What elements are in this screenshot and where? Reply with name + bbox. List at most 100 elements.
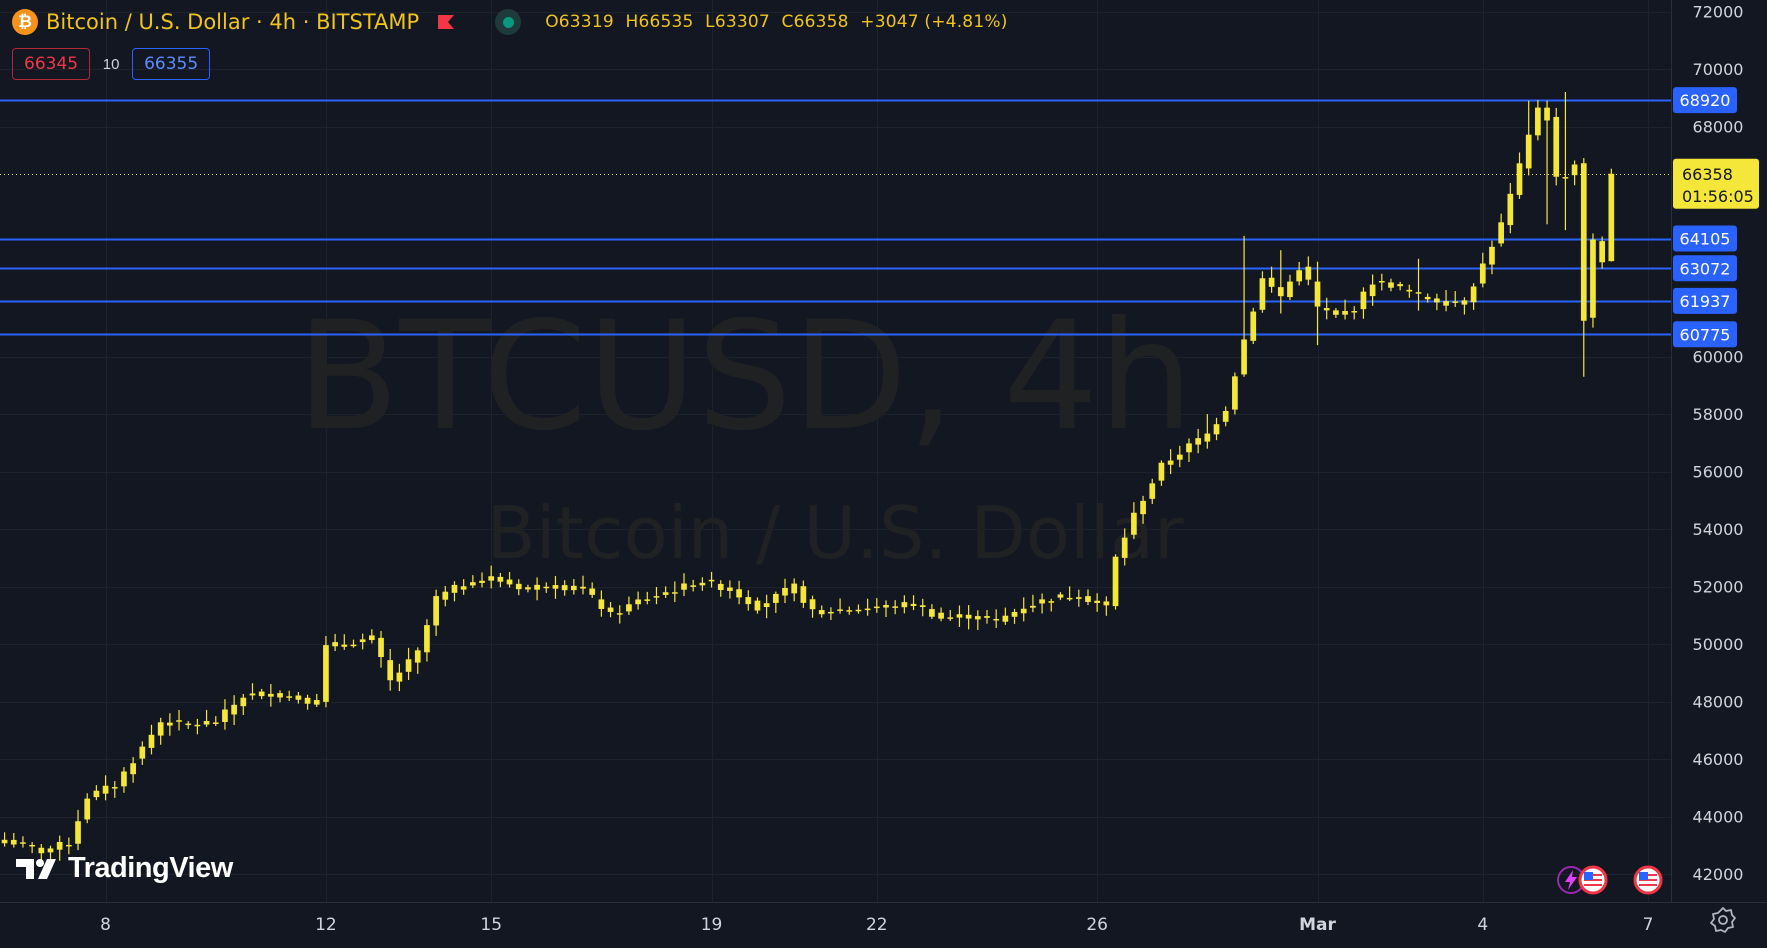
candle [185, 721, 192, 729]
candle-body [1333, 310, 1339, 315]
candle-body [984, 616, 990, 618]
price-tick-label: 60000 [1693, 348, 1744, 367]
candle-body [1204, 433, 1211, 442]
candle-body [791, 583, 798, 594]
candle-body [1066, 597, 1073, 600]
candle [29, 841, 35, 854]
candle [580, 575, 586, 595]
candle-body [525, 587, 531, 590]
candle-body [818, 610, 825, 615]
price-axis[interactable]: 42000 44000 46000 48000 50000 52000 54000 56000… [1693, 3, 1744, 885]
candle [295, 691, 302, 704]
candle-body [194, 724, 201, 727]
candle [1112, 554, 1119, 610]
candles [1, 92, 1615, 864]
candle [157, 717, 164, 745]
candle-body [1195, 438, 1202, 445]
candle-body [552, 585, 559, 589]
candle-body [699, 582, 706, 586]
ohlc-values: O63319 H66535 L63307 C66358 +3047 (+4.81… [545, 12, 1013, 32]
candle-body [901, 602, 908, 608]
candle [1131, 502, 1137, 540]
candle [1121, 528, 1128, 566]
candle [203, 709, 210, 727]
candle-body [846, 610, 853, 612]
candle-body [800, 586, 807, 603]
candle-body [102, 785, 109, 794]
candle [745, 590, 752, 611]
candle-body [1397, 284, 1403, 287]
flag-icon[interactable] [437, 14, 455, 30]
candle-body [93, 790, 100, 798]
candle [66, 837, 72, 855]
candle [1085, 589, 1091, 606]
settings-gear-icon[interactable] [1708, 905, 1738, 935]
line-price-tag: 68920 [1673, 87, 1737, 114]
candle [368, 629, 375, 644]
candle [1599, 236, 1605, 269]
candle-body [185, 723, 192, 726]
candle [130, 757, 136, 783]
candle-body [515, 583, 522, 590]
grid [0, 0, 1671, 903]
candle-body [1351, 311, 1358, 313]
candle-body [405, 659, 412, 672]
candle-body [488, 576, 495, 581]
tradingview-mark-icon [16, 858, 56, 879]
candle-body [837, 609, 843, 611]
candle [1167, 449, 1174, 475]
sell-button[interactable]: 66345 [12, 48, 91, 80]
price-tick-label: 44000 [1693, 808, 1744, 827]
us-economic-event-icon[interactable] [1633, 865, 1663, 895]
candle [708, 571, 715, 588]
candle-body [1287, 281, 1293, 298]
candle-body [543, 586, 550, 589]
candle [1507, 182, 1514, 234]
candle-body [938, 612, 944, 619]
us-economic-event-icon[interactable] [1578, 865, 1608, 895]
candle [919, 598, 926, 617]
tradingview-logo[interactable]: TradingView [16, 852, 233, 885]
candle-body [855, 609, 862, 612]
candle [543, 582, 550, 593]
candle [1388, 278, 1394, 292]
candle-body [910, 603, 917, 606]
candle-body [1158, 462, 1165, 481]
market-status-icon[interactable] [495, 9, 522, 35]
symbol-title[interactable]: Bitcoin / U.S. Dollar · 4h · BITSTAMP [46, 10, 420, 34]
candle-body [350, 644, 357, 647]
candle [1048, 598, 1055, 612]
candle-body [130, 763, 136, 775]
price-tick-label: 42000 [1693, 865, 1744, 884]
candle [1323, 297, 1330, 320]
candle [1590, 233, 1596, 328]
buy-button[interactable]: 66355 [132, 48, 211, 80]
time-axis[interactable]: 8 12 15 19 22 26 Mar 4 7 [100, 915, 1653, 935]
candle-body [1131, 512, 1137, 535]
candle-body [561, 585, 568, 591]
candle [828, 607, 834, 620]
candle [304, 694, 311, 710]
candle-body [828, 611, 834, 614]
ohlc-change: +3047 (+4.81%) [860, 12, 1008, 32]
candle [451, 581, 458, 602]
candle [20, 836, 26, 848]
candle [1066, 586, 1073, 602]
candle-body [570, 585, 577, 591]
candle [488, 565, 495, 589]
candle-body [29, 844, 35, 847]
candle-body [1030, 605, 1036, 608]
candle-body [20, 842, 26, 844]
candle [1277, 250, 1284, 314]
candle [561, 580, 568, 596]
candle-body [212, 722, 219, 724]
candle-body [1571, 164, 1578, 176]
candle [1544, 100, 1550, 225]
candle-body [626, 604, 632, 612]
horizontal-lines[interactable] [0, 99, 1671, 336]
line-price-tag-label: 61937 [1680, 292, 1731, 311]
candle [497, 572, 504, 588]
candle [626, 596, 632, 615]
